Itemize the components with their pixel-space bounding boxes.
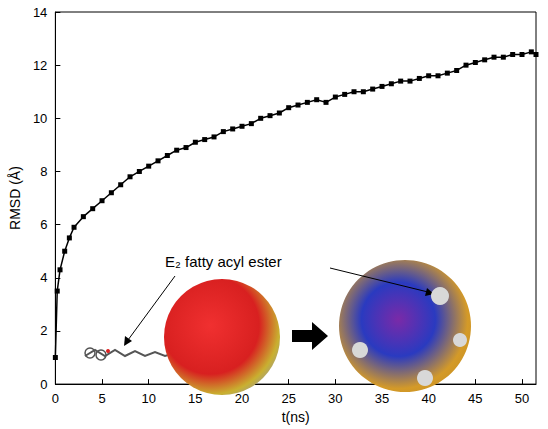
svg-text:14: 14 <box>33 5 47 20</box>
svg-text:12: 12 <box>33 58 47 73</box>
svg-text:40: 40 <box>421 391 435 406</box>
svg-text:15: 15 <box>188 391 202 406</box>
svg-text:RMSD (Å): RMSD (Å) <box>7 166 23 230</box>
svg-text:20: 20 <box>235 391 249 406</box>
svg-text:25: 25 <box>281 391 295 406</box>
svg-text:E₂ fatty acyl ester: E₂ fatty acyl ester <box>165 253 282 270</box>
svg-text:0: 0 <box>40 377 47 392</box>
svg-text:50: 50 <box>515 391 529 406</box>
svg-text:0: 0 <box>52 391 59 406</box>
svg-text:t(ns): t(ns) <box>282 409 310 425</box>
svg-text:8: 8 <box>40 164 47 179</box>
svg-text:30: 30 <box>328 391 342 406</box>
svg-text:5: 5 <box>98 391 105 406</box>
svg-text:10: 10 <box>33 111 47 126</box>
svg-text:45: 45 <box>468 391 482 406</box>
svg-text:2: 2 <box>40 323 47 338</box>
svg-text:4: 4 <box>40 270 47 285</box>
svg-text:10: 10 <box>141 391 155 406</box>
svg-text:6: 6 <box>40 217 47 232</box>
svg-text:35: 35 <box>375 391 389 406</box>
